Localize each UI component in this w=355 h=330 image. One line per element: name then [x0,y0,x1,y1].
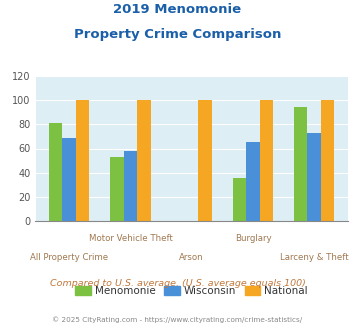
Text: 2019 Menomonie: 2019 Menomonie [114,3,241,16]
Text: Property Crime Comparison: Property Crime Comparison [74,28,281,41]
Bar [110,157,124,221]
Bar [246,143,260,221]
Bar [62,138,76,221]
Bar [294,107,307,221]
Bar [137,100,151,221]
Bar [124,151,137,221]
Bar [321,100,334,221]
Bar [307,133,321,221]
Text: Motor Vehicle Theft: Motor Vehicle Theft [88,234,173,243]
Bar [76,100,89,221]
Bar [260,100,273,221]
Text: Arson: Arson [179,253,204,262]
Bar [49,123,62,221]
Legend: Menomonie, Wisconsin, National: Menomonie, Wisconsin, National [71,281,312,300]
Bar [233,178,246,221]
Text: Compared to U.S. average. (U.S. average equals 100): Compared to U.S. average. (U.S. average … [50,279,305,288]
Text: Burglary: Burglary [235,234,271,243]
Text: © 2025 CityRating.com - https://www.cityrating.com/crime-statistics/: © 2025 CityRating.com - https://www.city… [53,317,302,323]
Text: Larceny & Theft: Larceny & Theft [280,253,349,262]
Bar [198,100,212,221]
Text: All Property Crime: All Property Crime [30,253,108,262]
